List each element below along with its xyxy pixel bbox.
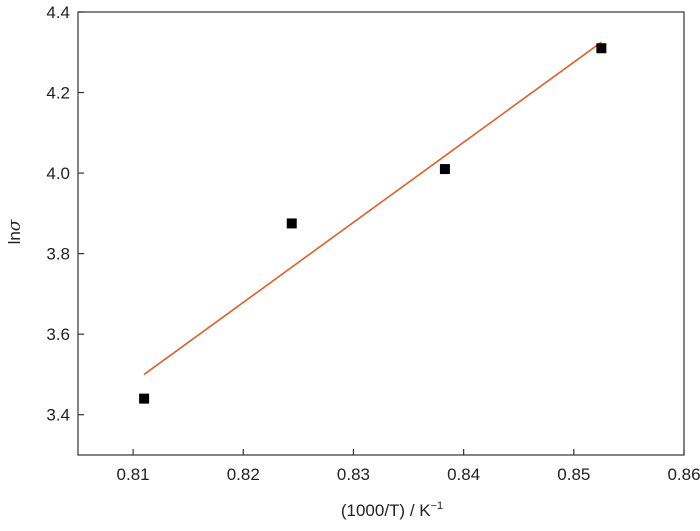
- y-tick-label: 3.4: [46, 406, 70, 425]
- x-tick-label: 0.81: [117, 465, 150, 484]
- x-axis-title-superscript: −1: [431, 500, 444, 512]
- data-point: [286, 218, 297, 229]
- x-tick-label: 0.86: [667, 465, 700, 484]
- y-tick-label: 4.4: [46, 3, 70, 22]
- y-axis-title: lnσ: [5, 219, 25, 244]
- y-tick-label: 4.0: [46, 164, 70, 183]
- data-point: [439, 164, 450, 175]
- plot-frame: [77, 11, 685, 456]
- y-tick-label: 3.6: [46, 325, 70, 344]
- x-tick-label: 0.83: [337, 465, 370, 484]
- x-axis-title: (1000/T) / K−1: [341, 500, 443, 520]
- x-tick-label: 0.85: [557, 465, 590, 484]
- y-tick-label: 3.8: [46, 245, 70, 264]
- data-point: [596, 43, 607, 54]
- y-tick-label: 4.2: [46, 84, 70, 103]
- x-tick-label: 0.84: [447, 465, 480, 484]
- x-axis-title-main: (1000/T) / K: [341, 501, 431, 520]
- y-axis-title-symbol: σ: [5, 219, 25, 231]
- y-axis-title-prefix: ln: [5, 231, 24, 244]
- data-point: [139, 393, 150, 404]
- fit-line: [143, 41, 602, 376]
- x-tick-label: 0.82: [227, 465, 260, 484]
